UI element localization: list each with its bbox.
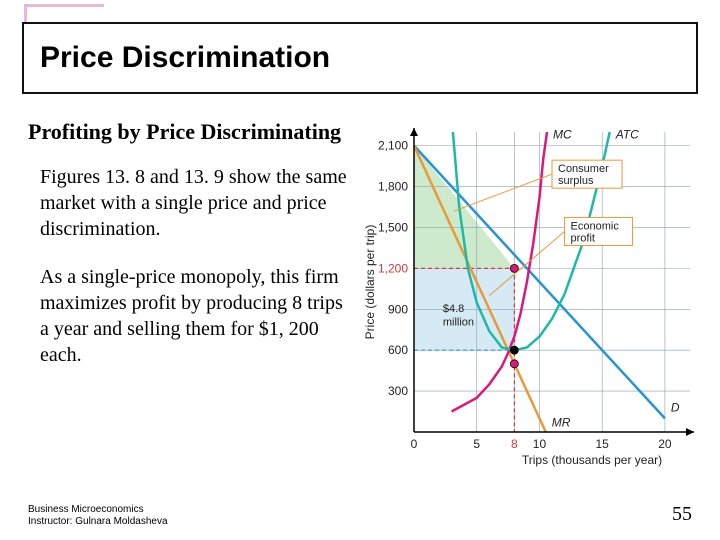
footer-line-1: Business Microeconomics	[28, 504, 168, 516]
svg-text:Trips (thousands per year): Trips (thousands per year)	[522, 453, 662, 467]
page-number: 55	[672, 503, 692, 526]
svg-text:Consumer: Consumer	[558, 163, 609, 175]
svg-text:8: 8	[511, 437, 518, 451]
content-left: Profiting by Price Discriminating Figure…	[28, 118, 348, 390]
svg-text:1,800: 1,800	[378, 180, 408, 194]
svg-text:0: 0	[411, 437, 418, 451]
chart-svg: 300 600 900 1,500 1,800 2,100 1,200 0 5 10 15 20 8 Tr…	[360, 118, 704, 478]
svg-text:ATC: ATC	[615, 128, 639, 142]
svg-text:10: 10	[533, 437, 547, 451]
svg-text:15: 15	[596, 437, 610, 451]
svg-text:2,100: 2,100	[378, 139, 408, 153]
title-block: Price Discrimination	[22, 22, 698, 94]
footer-line-2: Instructor: Gulnara Moldasheva	[28, 516, 168, 528]
svg-text:MR: MR	[552, 416, 571, 430]
svg-text:D: D	[671, 401, 680, 415]
svg-text:1,500: 1,500	[378, 220, 408, 234]
svg-text:600: 600	[388, 343, 408, 357]
svg-text:20: 20	[658, 437, 672, 451]
svg-text:Economic: Economic	[571, 220, 620, 232]
paragraph-2: As a single-price monopoly, this firm ma…	[40, 264, 348, 368]
svg-text:surplus: surplus	[558, 175, 594, 187]
slide-title: Price Discrimination	[40, 41, 330, 75]
chart-container: 300 600 900 1,500 1,800 2,100 1,200 0 5 10 15 20 8 Tr…	[360, 118, 704, 478]
svg-text:MC: MC	[553, 128, 572, 142]
svg-text:900: 900	[388, 302, 408, 316]
svg-text:million: million	[443, 317, 474, 329]
svg-text:300: 300	[388, 384, 408, 398]
footer: Business Microeconomics Instructor: Guln…	[28, 504, 168, 528]
svg-text:$4.8: $4.8	[443, 303, 464, 315]
svg-text:profit: profit	[571, 232, 595, 244]
paragraph-1: Figures 13. 8 and 13. 9 show the same ma…	[40, 164, 348, 242]
subheading: Profiting by Price Discriminating	[28, 118, 348, 146]
svg-text:Price (dollars per trip): Price (dollars per trip)	[363, 225, 377, 340]
svg-text:1,200: 1,200	[378, 261, 408, 275]
svg-text:5: 5	[473, 437, 480, 451]
